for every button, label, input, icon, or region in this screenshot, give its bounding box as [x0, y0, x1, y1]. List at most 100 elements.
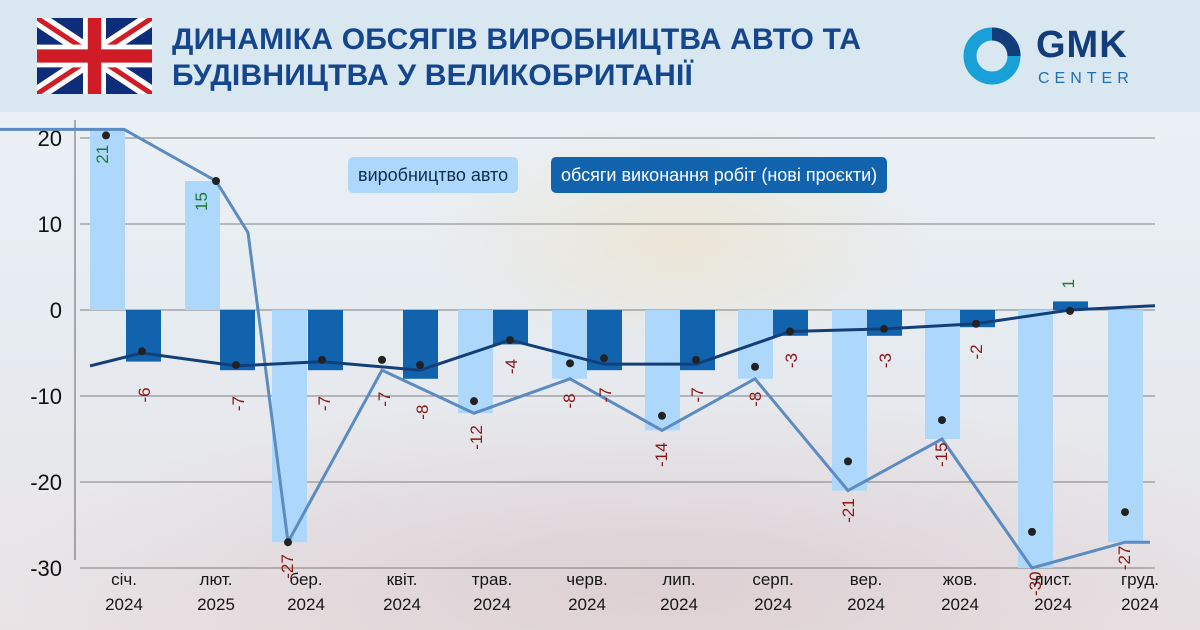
data-point-construction: [232, 361, 240, 370]
x-tick-year: 2025: [197, 595, 235, 614]
x-tick-label: бер. 2024: [266, 567, 346, 617]
data-label-car-production: 21: [93, 145, 112, 164]
x-tick-month: лист.: [1033, 570, 1073, 589]
x-tick-label: лют. 2025: [176, 567, 256, 617]
y-tick-label: 0: [50, 298, 62, 323]
data-label-car-production: -27: [1115, 546, 1134, 571]
data-point-car-production: [566, 359, 574, 368]
legend-car-production: виробництво авто: [348, 157, 519, 193]
data-label-car-production: 15: [192, 192, 211, 211]
bar-car-production: [185, 181, 220, 310]
data-point-construction: [600, 354, 608, 363]
gmk-logo: GMK CENTER: [958, 22, 1158, 92]
data-point-construction: [318, 355, 326, 364]
data-label-construction: -3: [876, 353, 895, 368]
x-tick-month: бер.: [289, 570, 323, 589]
data-point-construction: [416, 361, 424, 370]
x-tick-label: черв. 2024: [547, 567, 627, 617]
x-tick-year: 2024: [383, 595, 421, 614]
x-tick-month: серп.: [752, 570, 794, 589]
x-tick-month: трав.: [471, 570, 513, 589]
x-tick-month: черв.: [566, 570, 608, 589]
x-tick-label: жов. 2024: [920, 567, 1000, 617]
bar-car-production: [90, 129, 125, 310]
y-tick-label: -30: [30, 556, 62, 581]
x-tick-month: лип.: [662, 570, 696, 589]
x-tick-year: 2024: [847, 595, 885, 614]
data-label-construction: 1: [1059, 279, 1078, 288]
bar-car-production: [272, 310, 307, 543]
data-point-construction: [786, 327, 794, 336]
bar-car-production: [645, 310, 680, 431]
data-point-car-production: [1028, 527, 1036, 536]
legend-construction: обсяги виконання робіт (нові проєкти): [551, 157, 888, 193]
trend-line-car-production: [0, 127, 1150, 570]
x-tick-month: лют.: [199, 570, 233, 589]
x-tick-label: серп. 2024: [733, 567, 813, 617]
bar-construction: [1053, 301, 1088, 310]
x-tick-year: 2024: [105, 595, 143, 614]
data-label-car-production: -14: [652, 442, 671, 467]
data-point-car-production: [658, 411, 666, 420]
data-point-construction: [880, 324, 888, 333]
bar-car-production: [1108, 310, 1143, 543]
data-point-car-production: [284, 538, 292, 547]
title-line-2: БУДІВНИЦТВА У ВЕЛИКОБРИТАНІЇ: [172, 59, 694, 92]
x-tick-label: трав. 2024: [452, 567, 532, 617]
uk-flag-icon: [37, 18, 152, 94]
data-point-construction: [138, 347, 146, 356]
y-tick-label: -20: [30, 470, 62, 495]
data-point-construction: [1066, 306, 1074, 315]
data-label-car-production: -30: [1026, 571, 1045, 596]
x-tick-label: січ. 2024: [84, 567, 164, 617]
x-tick-year: 2024: [1121, 595, 1159, 614]
logo-text: GMK: [1036, 24, 1128, 66]
x-tick-label: лист. 2024: [1013, 567, 1093, 617]
data-label-construction: -7: [596, 387, 615, 402]
logo-subtext: CENTER: [1038, 70, 1134, 87]
y-tick-label: 10: [38, 212, 62, 237]
x-tick-month: квіт.: [386, 570, 418, 589]
x-tick-label: вер. 2024: [826, 567, 906, 617]
data-label-construction: -7: [688, 387, 707, 402]
x-tick-label: лип. 2024: [639, 567, 719, 617]
x-tick-year: 2024: [754, 595, 792, 614]
data-label-construction: -3: [782, 353, 801, 368]
data-point-car-production: [378, 355, 386, 364]
x-tick-year: 2024: [287, 595, 325, 614]
data-point-construction: [692, 355, 700, 364]
data-label-car-production: -21: [839, 498, 858, 523]
page-title: ДИНАМІКА ОБСЯГІВ ВИРОБНИЦТВА АВТО ТА БУД…: [172, 22, 892, 94]
data-point-construction: [972, 319, 980, 328]
x-tick-year: 2024: [473, 595, 511, 614]
bar-car-production: [552, 310, 587, 379]
data-point-construction: [506, 336, 514, 345]
x-tick-month: січ.: [111, 570, 137, 589]
data-label-construction: -4: [502, 359, 521, 374]
x-tick-label: квіт. 2024: [362, 567, 442, 617]
bar-construction: [220, 310, 255, 371]
x-tick-year: 2024: [568, 595, 606, 614]
data-label-car-production: -15: [932, 442, 951, 467]
data-point-car-production: [102, 131, 110, 140]
x-tick-year: 2024: [660, 595, 698, 614]
data-label-construction: -7: [229, 396, 248, 411]
x-tick-year: 2024: [1034, 595, 1072, 614]
data-label-construction: -8: [413, 405, 432, 420]
data-point-car-production: [1121, 508, 1129, 517]
x-tick-month: жов.: [942, 570, 978, 589]
data-label-construction: -2: [967, 344, 986, 359]
x-tick-month: вер.: [849, 570, 883, 589]
data-label-car-production: -7: [375, 392, 394, 407]
data-point-car-production: [844, 457, 852, 466]
x-tick-label: груд. 2024: [1100, 567, 1180, 617]
data-point-car-production: [938, 416, 946, 425]
data-label-car-production: -8: [560, 393, 579, 408]
data-label-construction: -7: [315, 396, 334, 411]
title-line-1: ДИНАМІКА ОБСЯГІВ ВИРОБНИЦТВА АВТО ТА: [172, 23, 862, 56]
header-bar: ДИНАМІКА ОБСЯГІВ ВИРОБНИЦТВА АВТО ТА БУД…: [0, 0, 1200, 112]
data-label-car-production: -12: [467, 425, 486, 450]
y-tick-label: -10: [30, 384, 62, 409]
x-tick-year: 2024: [941, 595, 979, 614]
